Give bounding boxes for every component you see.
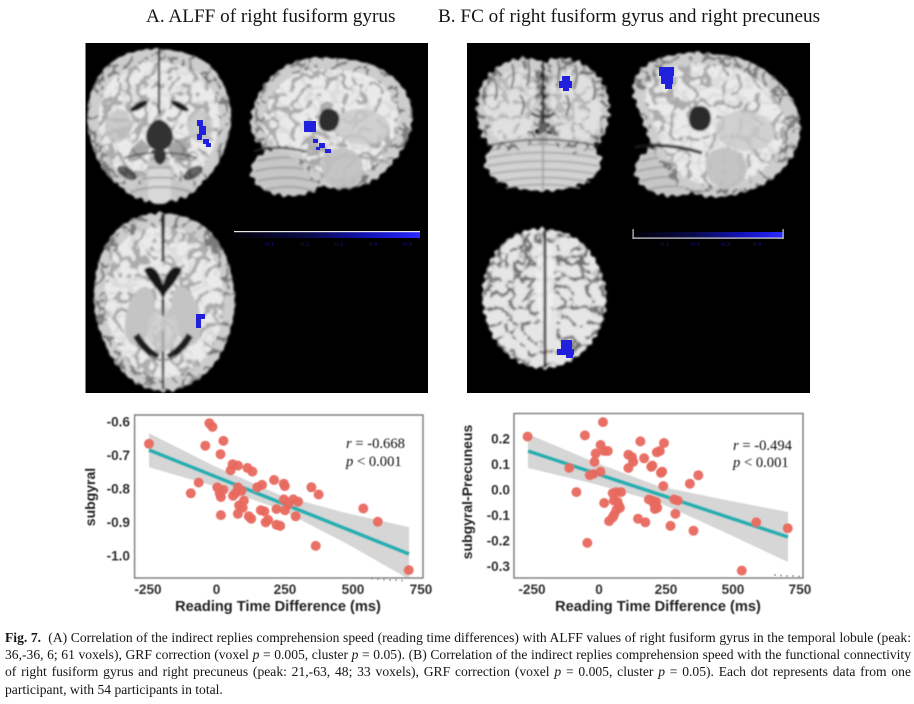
svg-text:750: 750 — [789, 582, 812, 597]
svg-text:0: 0 — [595, 582, 603, 597]
svg-text:-0.3: -0.3 — [487, 559, 511, 574]
svg-text:250: 250 — [655, 582, 678, 597]
svg-text:0.1: 0.1 — [491, 457, 510, 472]
svg-text:0: 0 — [213, 582, 221, 597]
svg-text:-250: -250 — [134, 582, 161, 597]
svg-text:-250: -250 — [518, 582, 545, 597]
svg-text:-1.0: -1.0 — [107, 549, 130, 564]
svg-text:0.2: 0.2 — [491, 432, 510, 447]
svg-text:-0.1: -0.1 — [264, 242, 275, 248]
svg-text:0.0: 0.0 — [491, 483, 510, 498]
svg-text:-0.2: -0.2 — [690, 242, 701, 248]
svg-text:r = -0.668: r = -0.668 — [346, 436, 405, 452]
svg-text:Reading Time Difference (ms): Reading Time Difference (ms) — [555, 599, 761, 615]
svg-text:-0.7: -0.7 — [107, 448, 130, 463]
svg-text:-0.9: -0.9 — [107, 515, 131, 530]
svg-text:-0.8: -0.8 — [107, 482, 131, 497]
svg-text:750: 750 — [410, 582, 433, 597]
svg-text:-0.4: -0.4 — [367, 242, 378, 248]
svg-text:-0.2: -0.2 — [299, 242, 310, 248]
svg-text:250: 250 — [274, 582, 297, 597]
svg-text:r = -0.494: r = -0.494 — [733, 438, 793, 454]
svg-text:subgyral-Precuneus: subgyral-Precuneus — [459, 424, 475, 559]
svg-text:-0.2: -0.2 — [487, 534, 511, 549]
svg-text:Reading Time Difference (ms): Reading Time Difference (ms) — [175, 599, 381, 615]
svg-text:-0.5: -0.5 — [402, 242, 413, 248]
svg-text:subgyral: subgyral — [82, 468, 98, 526]
svg-text:-0.3: -0.3 — [333, 242, 344, 248]
svg-text:p < 0.001: p < 0.001 — [732, 455, 789, 471]
svg-text:500: 500 — [722, 582, 745, 597]
svg-text:-0.3: -0.3 — [720, 242, 731, 248]
svg-text:-0.1: -0.1 — [659, 242, 670, 248]
svg-text:500: 500 — [342, 582, 365, 597]
svg-text:p < 0.001: p < 0.001 — [345, 454, 402, 470]
svg-text:-0.1: -0.1 — [487, 508, 511, 523]
svg-text:-0.6: -0.6 — [107, 415, 131, 430]
svg-text:-0.4: -0.4 — [751, 242, 762, 248]
